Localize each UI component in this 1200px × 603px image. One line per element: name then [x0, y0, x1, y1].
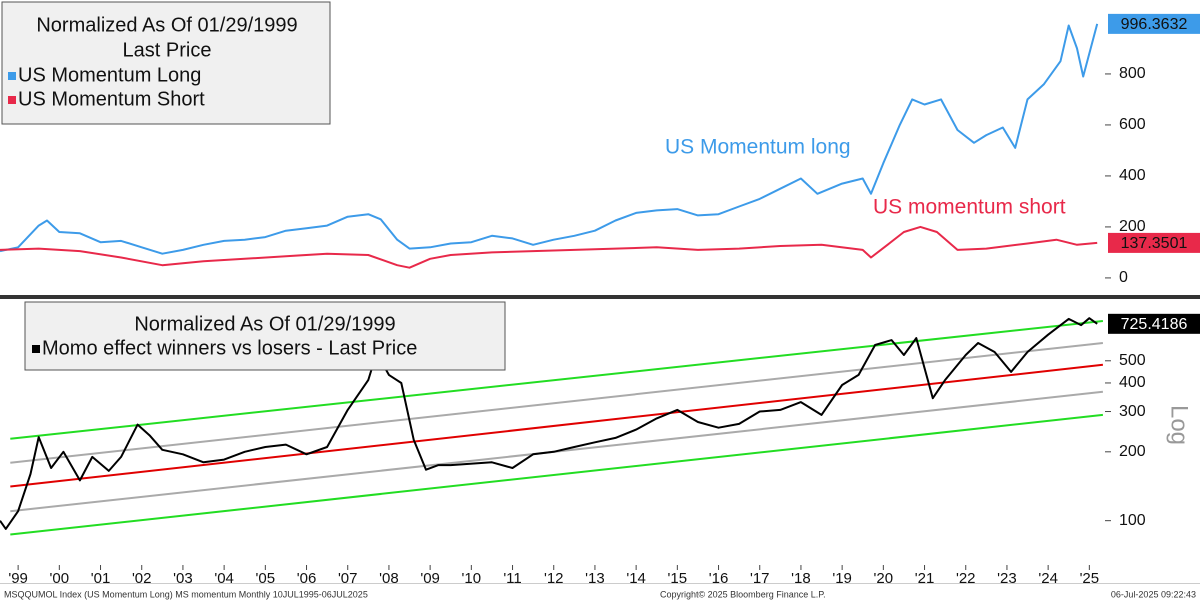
trend-line: [10, 342, 1104, 464]
last-value-box: [1108, 13, 1200, 34]
legend-box: [24, 301, 506, 371]
x-tick-label: '03: [173, 570, 193, 587]
y-tick-label: 100: [1119, 512, 1146, 529]
legend-label: Momo effect winners vs losers - Last Pri…: [42, 337, 417, 359]
y-tick-label: 200: [1119, 218, 1146, 235]
x-tick-label: '09: [420, 570, 440, 587]
y-tick-label: 400: [1119, 374, 1146, 391]
legend-title: Normalized As Of 01/29/1999: [36, 14, 297, 36]
series-line: [0, 23, 1099, 255]
legend-label: US Momentum Short: [18, 88, 205, 110]
y-tick-label: 300: [1119, 403, 1146, 420]
x-tick-label: '16: [709, 570, 729, 587]
series-line: [0, 317, 1098, 530]
legend-swatch: [8, 96, 16, 104]
scale-label: Log: [1166, 405, 1193, 445]
last-value-label: 996.3632: [1121, 16, 1188, 33]
x-tick-label: '23: [997, 570, 1017, 587]
x-tick-label: '07: [338, 570, 358, 587]
footer-rule: [0, 583, 1200, 584]
footer-copyright: Copyright© 2025 Bloomberg Finance L.P.: [660, 589, 826, 599]
series-line: [0, 225, 1098, 269]
footer-timestamp: 06-Jul-2025 09:22:43: [1111, 589, 1196, 599]
x-tick-label: '10: [462, 570, 482, 587]
x-tick-label: '20: [874, 570, 894, 587]
x-tick-label: '18: [791, 570, 811, 587]
last-value-box: [1108, 313, 1200, 334]
legend-title: Last Price: [123, 39, 212, 61]
x-tick-label: '08: [379, 570, 399, 587]
x-tick-label: '14: [626, 570, 646, 587]
x-tick-label: '25: [1080, 570, 1100, 587]
x-tick-label: '05: [256, 570, 276, 587]
annotation: US momentum short: [873, 196, 1066, 219]
y-tick-label: 200: [1119, 443, 1146, 460]
y-tick-label: 0: [1119, 269, 1128, 286]
trend-line: [10, 363, 1104, 488]
x-tick-label: '22: [956, 570, 976, 587]
legend-label: US Momentum Long: [18, 64, 201, 86]
annotation: US Momentum long: [665, 136, 851, 159]
x-tick-label: '01: [91, 570, 111, 587]
x-tick-label: '13: [585, 570, 605, 587]
last-value-label: 725.4186: [1121, 316, 1188, 333]
trend-line: [10, 413, 1104, 536]
x-tick-label: '19: [832, 570, 852, 587]
trend-line: [10, 320, 1104, 440]
legend-swatch: [8, 72, 16, 80]
legend-box: [1, 1, 331, 125]
legend-swatch: [32, 345, 40, 353]
last-value-label: 137.3501: [1121, 235, 1188, 252]
x-tick-label: '17: [750, 570, 770, 587]
x-tick-label: '21: [915, 570, 935, 587]
footer-source: MSQQUMOL Index (US Momentum Long) MS mom…: [4, 589, 368, 599]
last-value-box: [1108, 232, 1200, 253]
x-tick-label: '02: [132, 570, 152, 587]
x-tick-label: '99: [8, 570, 28, 587]
y-tick-label: 800: [1119, 65, 1146, 82]
y-tick-label: 400: [1119, 167, 1146, 184]
x-tick-label: '04: [214, 570, 234, 587]
x-tick-label: '11: [503, 570, 521, 587]
y-tick-label: 600: [1119, 116, 1146, 133]
y-tick-label: 500: [1119, 352, 1146, 369]
x-tick-label: '24: [1038, 570, 1058, 587]
legend-title: Normalized As Of 01/29/1999: [134, 313, 395, 335]
x-tick-label: '06: [297, 570, 317, 587]
panel-separator: [0, 295, 1200, 299]
x-tick-label: '00: [50, 570, 70, 587]
x-tick-label: '15: [668, 570, 688, 587]
x-tick-label: '12: [544, 570, 564, 587]
